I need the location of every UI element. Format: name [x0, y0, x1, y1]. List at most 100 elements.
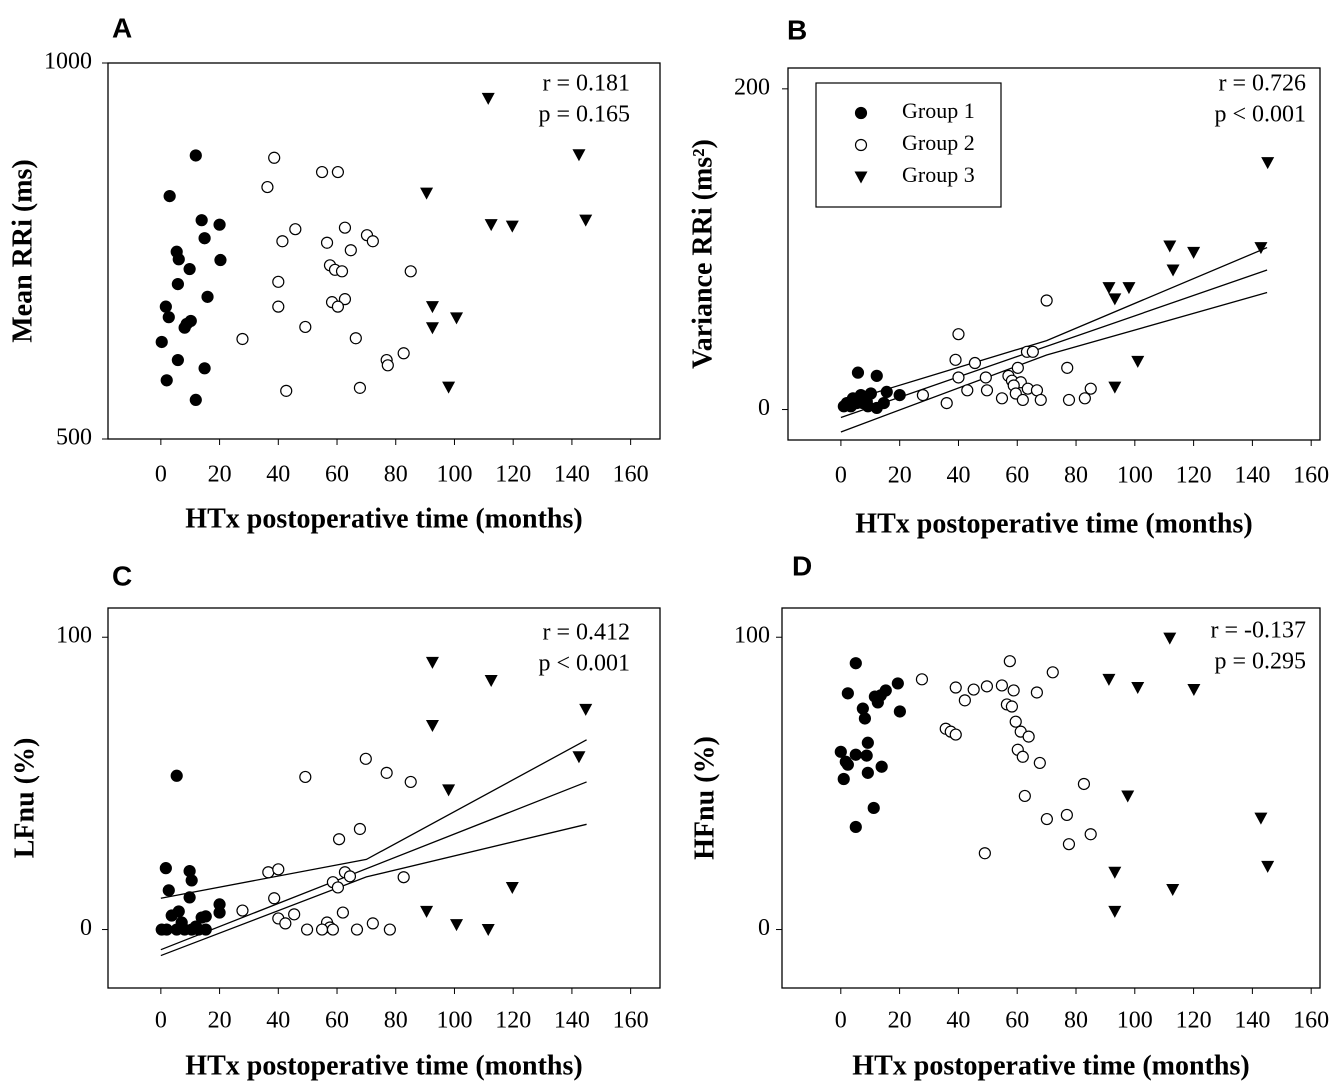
- x-tick-label: 40: [266, 462, 290, 488]
- point: [1078, 392, 1091, 405]
- point: [851, 366, 865, 379]
- point: [1122, 282, 1136, 295]
- point: [442, 381, 456, 394]
- point: [978, 847, 991, 860]
- y-tick-label: 100: [56, 623, 92, 649]
- x-tick-label: 160: [1293, 463, 1329, 489]
- point: [199, 923, 212, 936]
- point: [171, 353, 184, 367]
- point: [834, 745, 847, 758]
- x-tick-label: 80: [1064, 463, 1088, 489]
- point: [1163, 240, 1177, 253]
- point: [860, 749, 873, 762]
- point: [163, 190, 176, 203]
- point: [201, 290, 214, 303]
- point: [484, 219, 498, 232]
- point: [279, 917, 292, 930]
- x-tick-label: 80: [384, 1008, 408, 1034]
- point: [288, 908, 301, 921]
- panel-letter: D: [792, 550, 812, 581]
- point: [326, 923, 340, 936]
- x-tick-label: 100: [436, 462, 472, 488]
- point: [1131, 355, 1145, 368]
- point: [1033, 756, 1046, 770]
- point: [1026, 345, 1039, 358]
- point: [1016, 750, 1029, 763]
- point: [336, 906, 349, 919]
- point: [353, 822, 367, 836]
- point: [343, 870, 357, 883]
- point: [289, 223, 302, 236]
- x-axis-label: HTx postoperative time (months): [855, 508, 1252, 539]
- stat-annotation: r = 0.181: [542, 71, 630, 97]
- point: [481, 92, 495, 105]
- x-tick-label: 120: [495, 462, 531, 488]
- stat-annotation: p = 0.165: [538, 102, 630, 128]
- x-tick-label: 160: [613, 1008, 649, 1034]
- point: [276, 235, 289, 248]
- panel-letter: A: [112, 12, 132, 43]
- x-tick-label: 160: [1293, 1008, 1329, 1034]
- point: [1121, 790, 1135, 803]
- point: [450, 919, 464, 932]
- point: [199, 910, 212, 923]
- point: [195, 214, 208, 227]
- panel-letter: C: [112, 560, 132, 591]
- point: [867, 801, 880, 815]
- point: [162, 884, 175, 897]
- y-tick-label: 200: [734, 74, 770, 100]
- x-tick-label: 60: [325, 462, 349, 488]
- x-tick-label: 20: [208, 462, 232, 488]
- point: [198, 362, 211, 375]
- point: [338, 221, 352, 234]
- point: [383, 923, 396, 936]
- point: [1254, 812, 1268, 825]
- point: [1261, 157, 1275, 170]
- x-tick-label: 80: [384, 462, 408, 488]
- point: [861, 736, 874, 749]
- x-tick-label: 100: [1117, 463, 1153, 489]
- point: [280, 384, 293, 397]
- point: [261, 180, 274, 194]
- point: [331, 165, 345, 179]
- x-tick-label: 0: [835, 1008, 847, 1034]
- point: [450, 312, 464, 325]
- point: [183, 891, 196, 904]
- x-tick-label: 40: [946, 463, 970, 489]
- point: [331, 881, 345, 894]
- y-tick-label: 100: [734, 623, 770, 649]
- point: [155, 335, 168, 349]
- point: [380, 766, 393, 779]
- point: [949, 353, 962, 366]
- point: [1108, 381, 1122, 394]
- x-tick-label: 100: [436, 1008, 472, 1034]
- point: [1062, 393, 1076, 407]
- x-axis-label: HTx postoperative time (months): [185, 503, 582, 534]
- regression-line: [840, 246, 1268, 404]
- point: [183, 262, 196, 276]
- point: [1166, 264, 1180, 277]
- x-tick-label: 20: [888, 463, 912, 489]
- x-tick-label: 140: [1234, 463, 1270, 489]
- point: [350, 923, 364, 936]
- point: [315, 923, 329, 936]
- legend-label: Group 2: [902, 130, 975, 155]
- point: [268, 151, 281, 164]
- y-tick-label: 1000: [44, 49, 92, 75]
- point: [1108, 905, 1122, 918]
- point: [262, 866, 275, 879]
- point: [949, 728, 962, 741]
- point: [579, 703, 593, 716]
- x-tick-label: 60: [1005, 1008, 1029, 1034]
- point: [850, 397, 863, 410]
- x-tick-label: 40: [266, 1008, 290, 1034]
- x-tick-label: 140: [554, 462, 590, 488]
- point: [1009, 715, 1022, 728]
- point: [958, 694, 971, 707]
- x-tick-label: 140: [554, 1008, 590, 1034]
- point: [1061, 361, 1074, 374]
- point: [915, 673, 929, 686]
- point: [1060, 808, 1073, 822]
- regression-line: [160, 781, 587, 951]
